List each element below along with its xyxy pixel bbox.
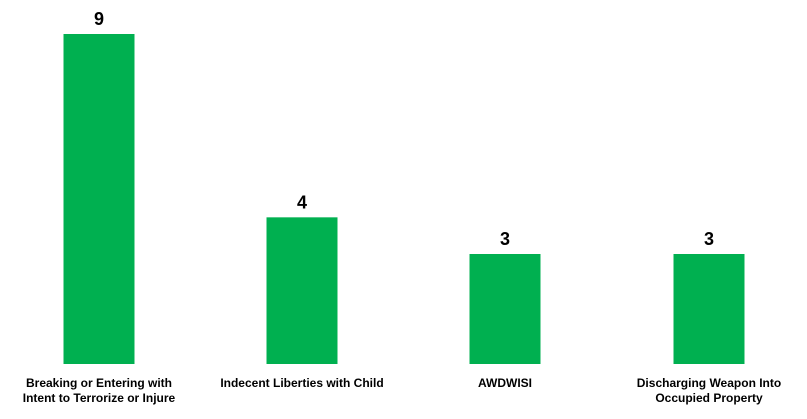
category-label: AWDWISI (478, 376, 532, 390)
bar (266, 217, 338, 364)
category-label: Breaking or Entering with Intent to Terr… (22, 376, 176, 405)
data-label: 9 (94, 9, 104, 29)
bar (673, 254, 745, 364)
category-label: Indecent Liberties with Child (220, 376, 384, 390)
data-label: 3 (500, 229, 510, 249)
bar (63, 34, 135, 364)
data-label: 4 (297, 192, 307, 212)
category-label: Discharging Weapon Into Occupied Propert… (636, 376, 782, 405)
bar (469, 254, 541, 364)
data-label: 3 (704, 229, 714, 249)
